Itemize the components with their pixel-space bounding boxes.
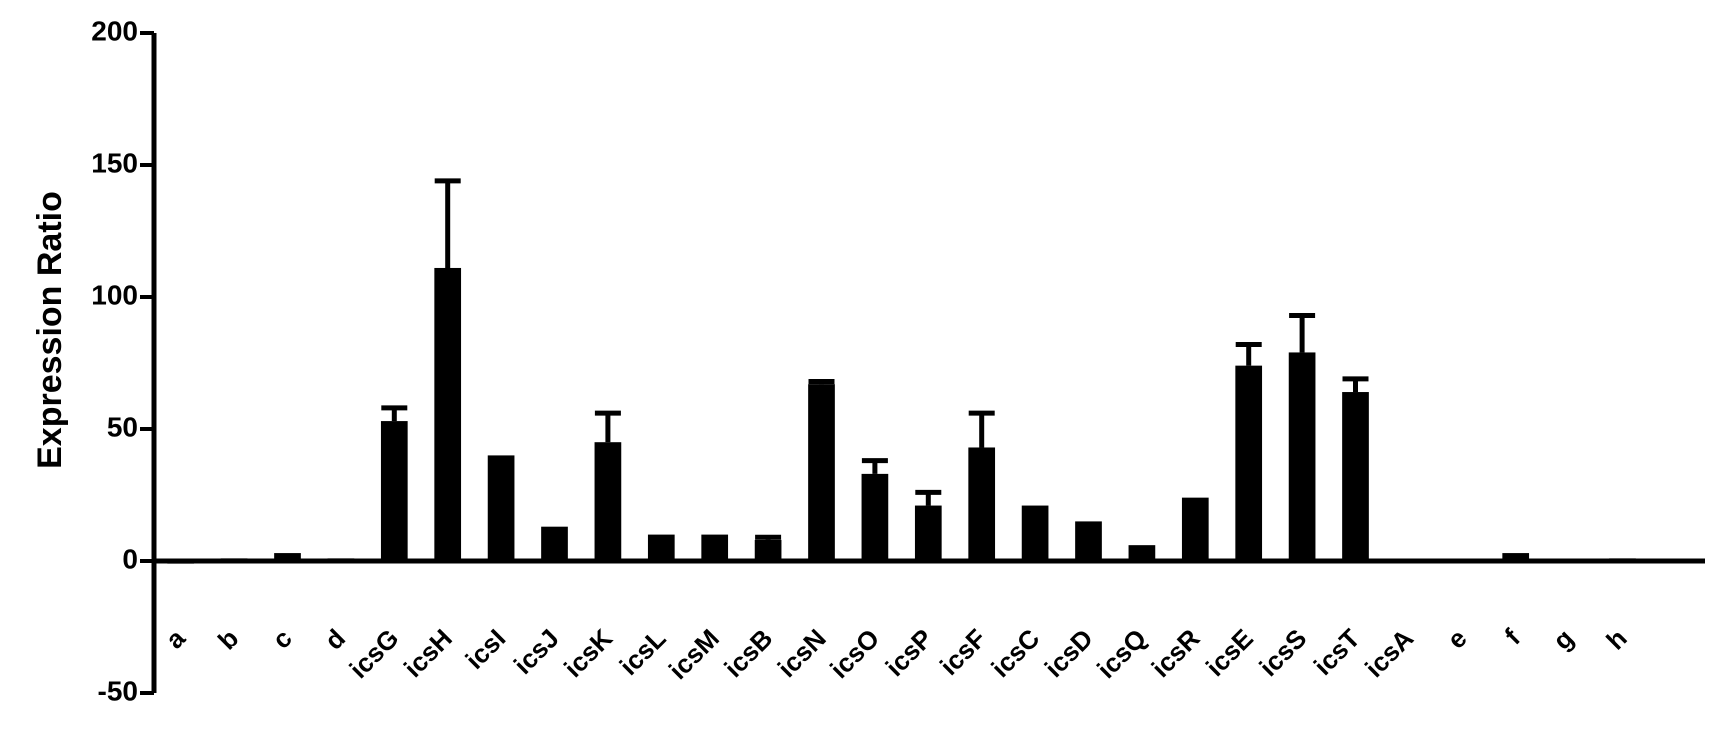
x-tick-label: c <box>266 623 297 654</box>
bar <box>1395 561 1423 562</box>
bar <box>380 421 408 561</box>
bar <box>327 558 355 561</box>
x-tick-label: icsD <box>1039 623 1099 683</box>
error-bar <box>381 405 408 422</box>
bar <box>754 539 782 561</box>
x-tick-label: e <box>1441 623 1472 654</box>
x-tick-label: icsB <box>718 623 778 683</box>
y-tick-label: 50 <box>107 411 138 442</box>
error-bar <box>968 410 995 448</box>
x-tick-label: icsK <box>558 623 618 683</box>
bar <box>1448 561 1476 562</box>
y-axis-label: Expression Ratio <box>31 191 69 469</box>
bar <box>861 473 889 561</box>
y-tick-label: 100 <box>91 279 138 310</box>
bar <box>487 455 515 561</box>
bar <box>434 267 462 561</box>
bar <box>1502 553 1530 561</box>
bar <box>274 553 301 561</box>
bar <box>594 442 622 561</box>
x-tick-label: icsR <box>1145 623 1205 683</box>
bar <box>647 534 675 561</box>
bar <box>808 384 835 561</box>
error-bar <box>755 534 782 540</box>
x-tick-label: g <box>1547 623 1579 655</box>
x-tick-label: icsT <box>1308 623 1366 681</box>
bar <box>541 526 568 561</box>
x-tick-label: d <box>319 623 351 655</box>
x-tick-label: b <box>212 623 244 655</box>
y-tick-label: -50 <box>98 675 138 706</box>
x-tick-label: icsF <box>934 623 992 681</box>
bar <box>914 505 942 561</box>
bar <box>1128 545 1156 561</box>
x-tick-label: f <box>1499 623 1527 651</box>
error-bar <box>1289 312 1316 353</box>
y-tick-label: 0 <box>122 543 138 574</box>
x-tick-label: icsL <box>614 623 672 681</box>
error-bar <box>594 410 621 443</box>
error-bar <box>808 378 835 385</box>
x-tick-label: h <box>1600 623 1632 655</box>
x-tick-label: a <box>159 623 191 655</box>
x-tick-label: icsN <box>772 623 832 683</box>
bar <box>1235 365 1263 561</box>
error-bar <box>1342 376 1369 393</box>
x-tick-label: icsS <box>1253 623 1312 682</box>
error-bar <box>1235 342 1262 366</box>
bar <box>968 447 996 561</box>
bar <box>1288 352 1316 561</box>
x-tick-label: icsP <box>879 623 938 682</box>
x-tick-label: icsI <box>459 623 511 675</box>
error-bar <box>861 458 888 474</box>
x-tick-label: icsC <box>985 623 1045 683</box>
y-tick-label: 200 <box>91 15 138 46</box>
x-tick-label: icsO <box>824 623 885 684</box>
x-tick-label: icsE <box>1200 623 1259 682</box>
error-bar <box>915 489 942 506</box>
x-tick-label: icsQ <box>1091 623 1152 684</box>
x-tick-label: icsA <box>1359 623 1419 683</box>
x-tick-label: icsG <box>343 623 404 684</box>
x-tick-label: icsJ <box>508 623 565 680</box>
bar <box>1342 392 1369 561</box>
bar <box>220 558 248 561</box>
bar <box>1609 558 1636 561</box>
bar <box>1181 497 1209 561</box>
bar <box>167 561 195 564</box>
bar <box>1021 505 1049 561</box>
x-tick-label: icsH <box>398 623 458 683</box>
bar <box>1555 561 1583 562</box>
y-tick-label: 150 <box>91 147 138 178</box>
x-tick-label: icsM <box>663 623 725 685</box>
bar <box>701 534 729 561</box>
bar <box>1075 521 1102 561</box>
error-bar <box>434 178 461 268</box>
